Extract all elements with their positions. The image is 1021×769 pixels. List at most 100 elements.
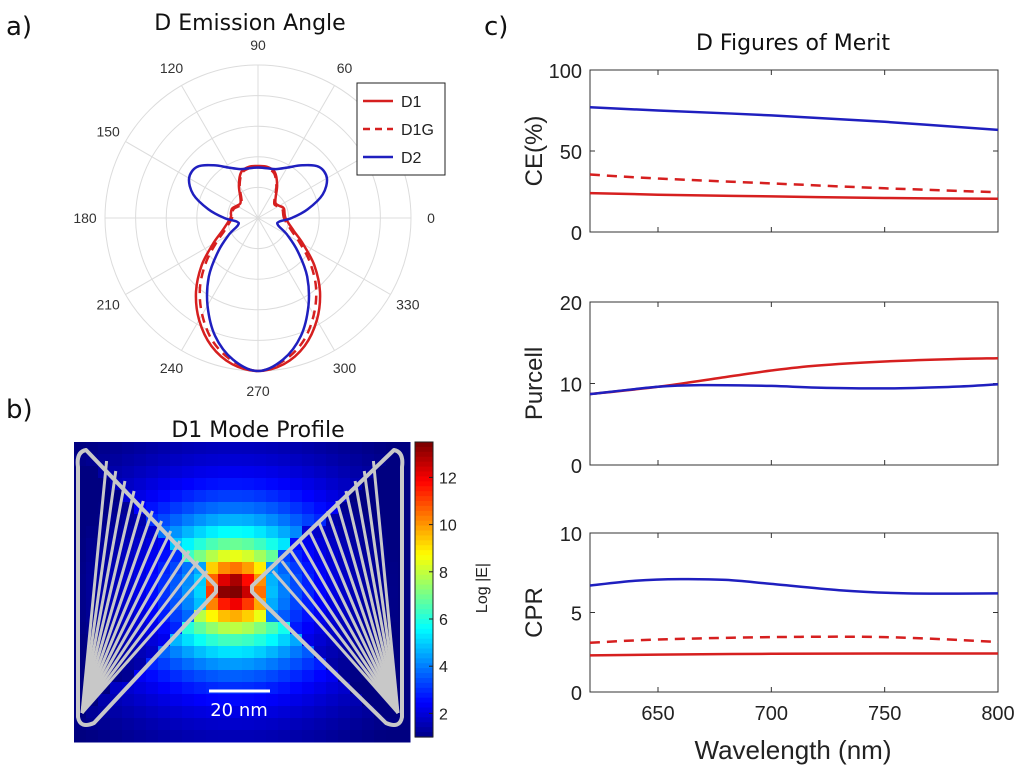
x-tick-label: 700: [755, 703, 788, 725]
colorbar-segment: [415, 653, 433, 659]
heatmap-cell: [242, 574, 255, 587]
heatmap-cell: [218, 634, 231, 647]
heatmap-cell: [350, 454, 363, 467]
heatmap-cell: [170, 730, 183, 743]
heatmap-cell: [266, 442, 279, 455]
left-hatch-line: [80, 570, 209, 714]
heatmap-cell: [170, 682, 183, 695]
heatmap-cell: [290, 502, 303, 515]
colorbar-tick-label: 12: [439, 470, 457, 487]
heatmap-cell: [206, 466, 219, 479]
x-tick-label: 800: [981, 703, 1014, 725]
heatmap-cell: [254, 442, 267, 455]
colorbar-segment: [415, 619, 433, 625]
heatmap-cell: [206, 562, 219, 575]
heatmap-cell: [110, 718, 123, 731]
heatmap-cell: [230, 538, 243, 551]
heatmap-cell: [278, 730, 291, 743]
heatmap-cell: [98, 442, 111, 455]
heatmap-cell: [398, 610, 411, 623]
colorbar-segment: [415, 604, 433, 610]
heatmap-cell: [74, 502, 87, 515]
colorbar-segment: [415, 628, 433, 635]
heatmap-cell: [314, 622, 327, 635]
heatmap-cell: [230, 586, 243, 599]
heatmap-cell: [302, 694, 315, 707]
heatmap-cell: [326, 718, 339, 731]
y-axis-label-purcell: Purcell: [521, 347, 548, 420]
left-hatch-line: [80, 510, 154, 714]
y-tick-label: 100: [549, 61, 582, 83]
heatmap-cell: [74, 466, 87, 479]
legend-entry-D1: D1: [401, 94, 422, 111]
heatmap-cell: [74, 658, 87, 671]
figures-of-merit-plots: 0 50 100 CE(%) 0 10 20 Purcell 0 5 10 CPR 650 700 750 8…: [521, 61, 1015, 725]
heatmap-cell: [326, 466, 339, 479]
heatmap-cell: [170, 478, 183, 491]
colorbar-segment: [415, 535, 433, 541]
right-hatch-line: [371, 460, 400, 714]
colorbar-segment: [415, 643, 433, 650]
heatmap-cell: [242, 706, 255, 719]
heatmap-cell: [242, 502, 255, 515]
right-hatch-line: [289, 550, 400, 714]
heatmap-cell: [254, 490, 267, 503]
polar-spoke: [257, 85, 335, 219]
heatmap-cell: [398, 694, 411, 707]
heatmap-cell: [134, 442, 147, 455]
heatmap-cell: [398, 502, 411, 515]
heatmap-cell: [242, 646, 255, 659]
heatmap-cell: [146, 466, 159, 479]
heatmap-cell: [74, 730, 87, 743]
x-tick-label: 750: [868, 703, 901, 725]
heatmap-cell: [74, 478, 87, 491]
colorbar-segment: [415, 564, 433, 571]
left-triangle-outline: [75, 448, 218, 727]
heatmap-cell: [314, 694, 327, 707]
colorbar-segment: [415, 663, 433, 669]
heatmap-cell: [314, 502, 327, 515]
series-D1G-0: [589, 173, 999, 194]
heatmap-cell: [302, 454, 315, 467]
colorbar-segment: [415, 717, 433, 723]
heatmap-cell: [182, 538, 195, 551]
heatmap-cell: [254, 610, 267, 623]
heatmap-cell: [158, 454, 171, 467]
heatmap-cell: [290, 658, 303, 671]
heatmap-cell: [218, 658, 231, 671]
polar-angle-tick: 60: [337, 60, 353, 76]
heatmap-cell: [110, 454, 123, 467]
heatmap-cell: [266, 634, 279, 647]
heatmap-cell: [194, 718, 207, 731]
heatmap-cell: [218, 514, 231, 527]
heatmap-cell: [362, 718, 375, 731]
heatmap-cell: [326, 454, 339, 467]
heatmap-cell: [146, 502, 159, 515]
heatmap-cell: [206, 646, 219, 659]
heatmap-cell: [278, 490, 291, 503]
colorbar-segment: [415, 638, 433, 645]
heatmap-cell: [278, 514, 291, 527]
heatmap-cell: [290, 454, 303, 467]
heatmap-cell: [122, 730, 135, 743]
heatmap-cell: [254, 646, 267, 659]
heatmap-cell: [254, 478, 267, 491]
heatmap-cell: [338, 478, 351, 491]
heatmap-cell: [302, 622, 315, 635]
heatmap-cell: [266, 478, 279, 491]
heatmap-cell: [98, 694, 111, 707]
left-hatch-line: [80, 530, 173, 714]
heatmap-cell: [230, 562, 243, 575]
heatmap-cell: [218, 682, 231, 695]
heatmap-cell: [278, 454, 291, 467]
heatmap-cell: [254, 466, 267, 479]
heatmap-cell: [194, 730, 207, 743]
heatmap-cell: [242, 610, 255, 623]
colorbar-segment: [415, 525, 433, 532]
heatmap-cell: [230, 454, 243, 467]
heatmap-cell: [326, 706, 339, 719]
heatmap-cell: [74, 598, 87, 611]
heatmap-cell: [278, 634, 291, 647]
colorbar-segment: [415, 609, 433, 615]
subplot-frame: [589, 301, 999, 466]
